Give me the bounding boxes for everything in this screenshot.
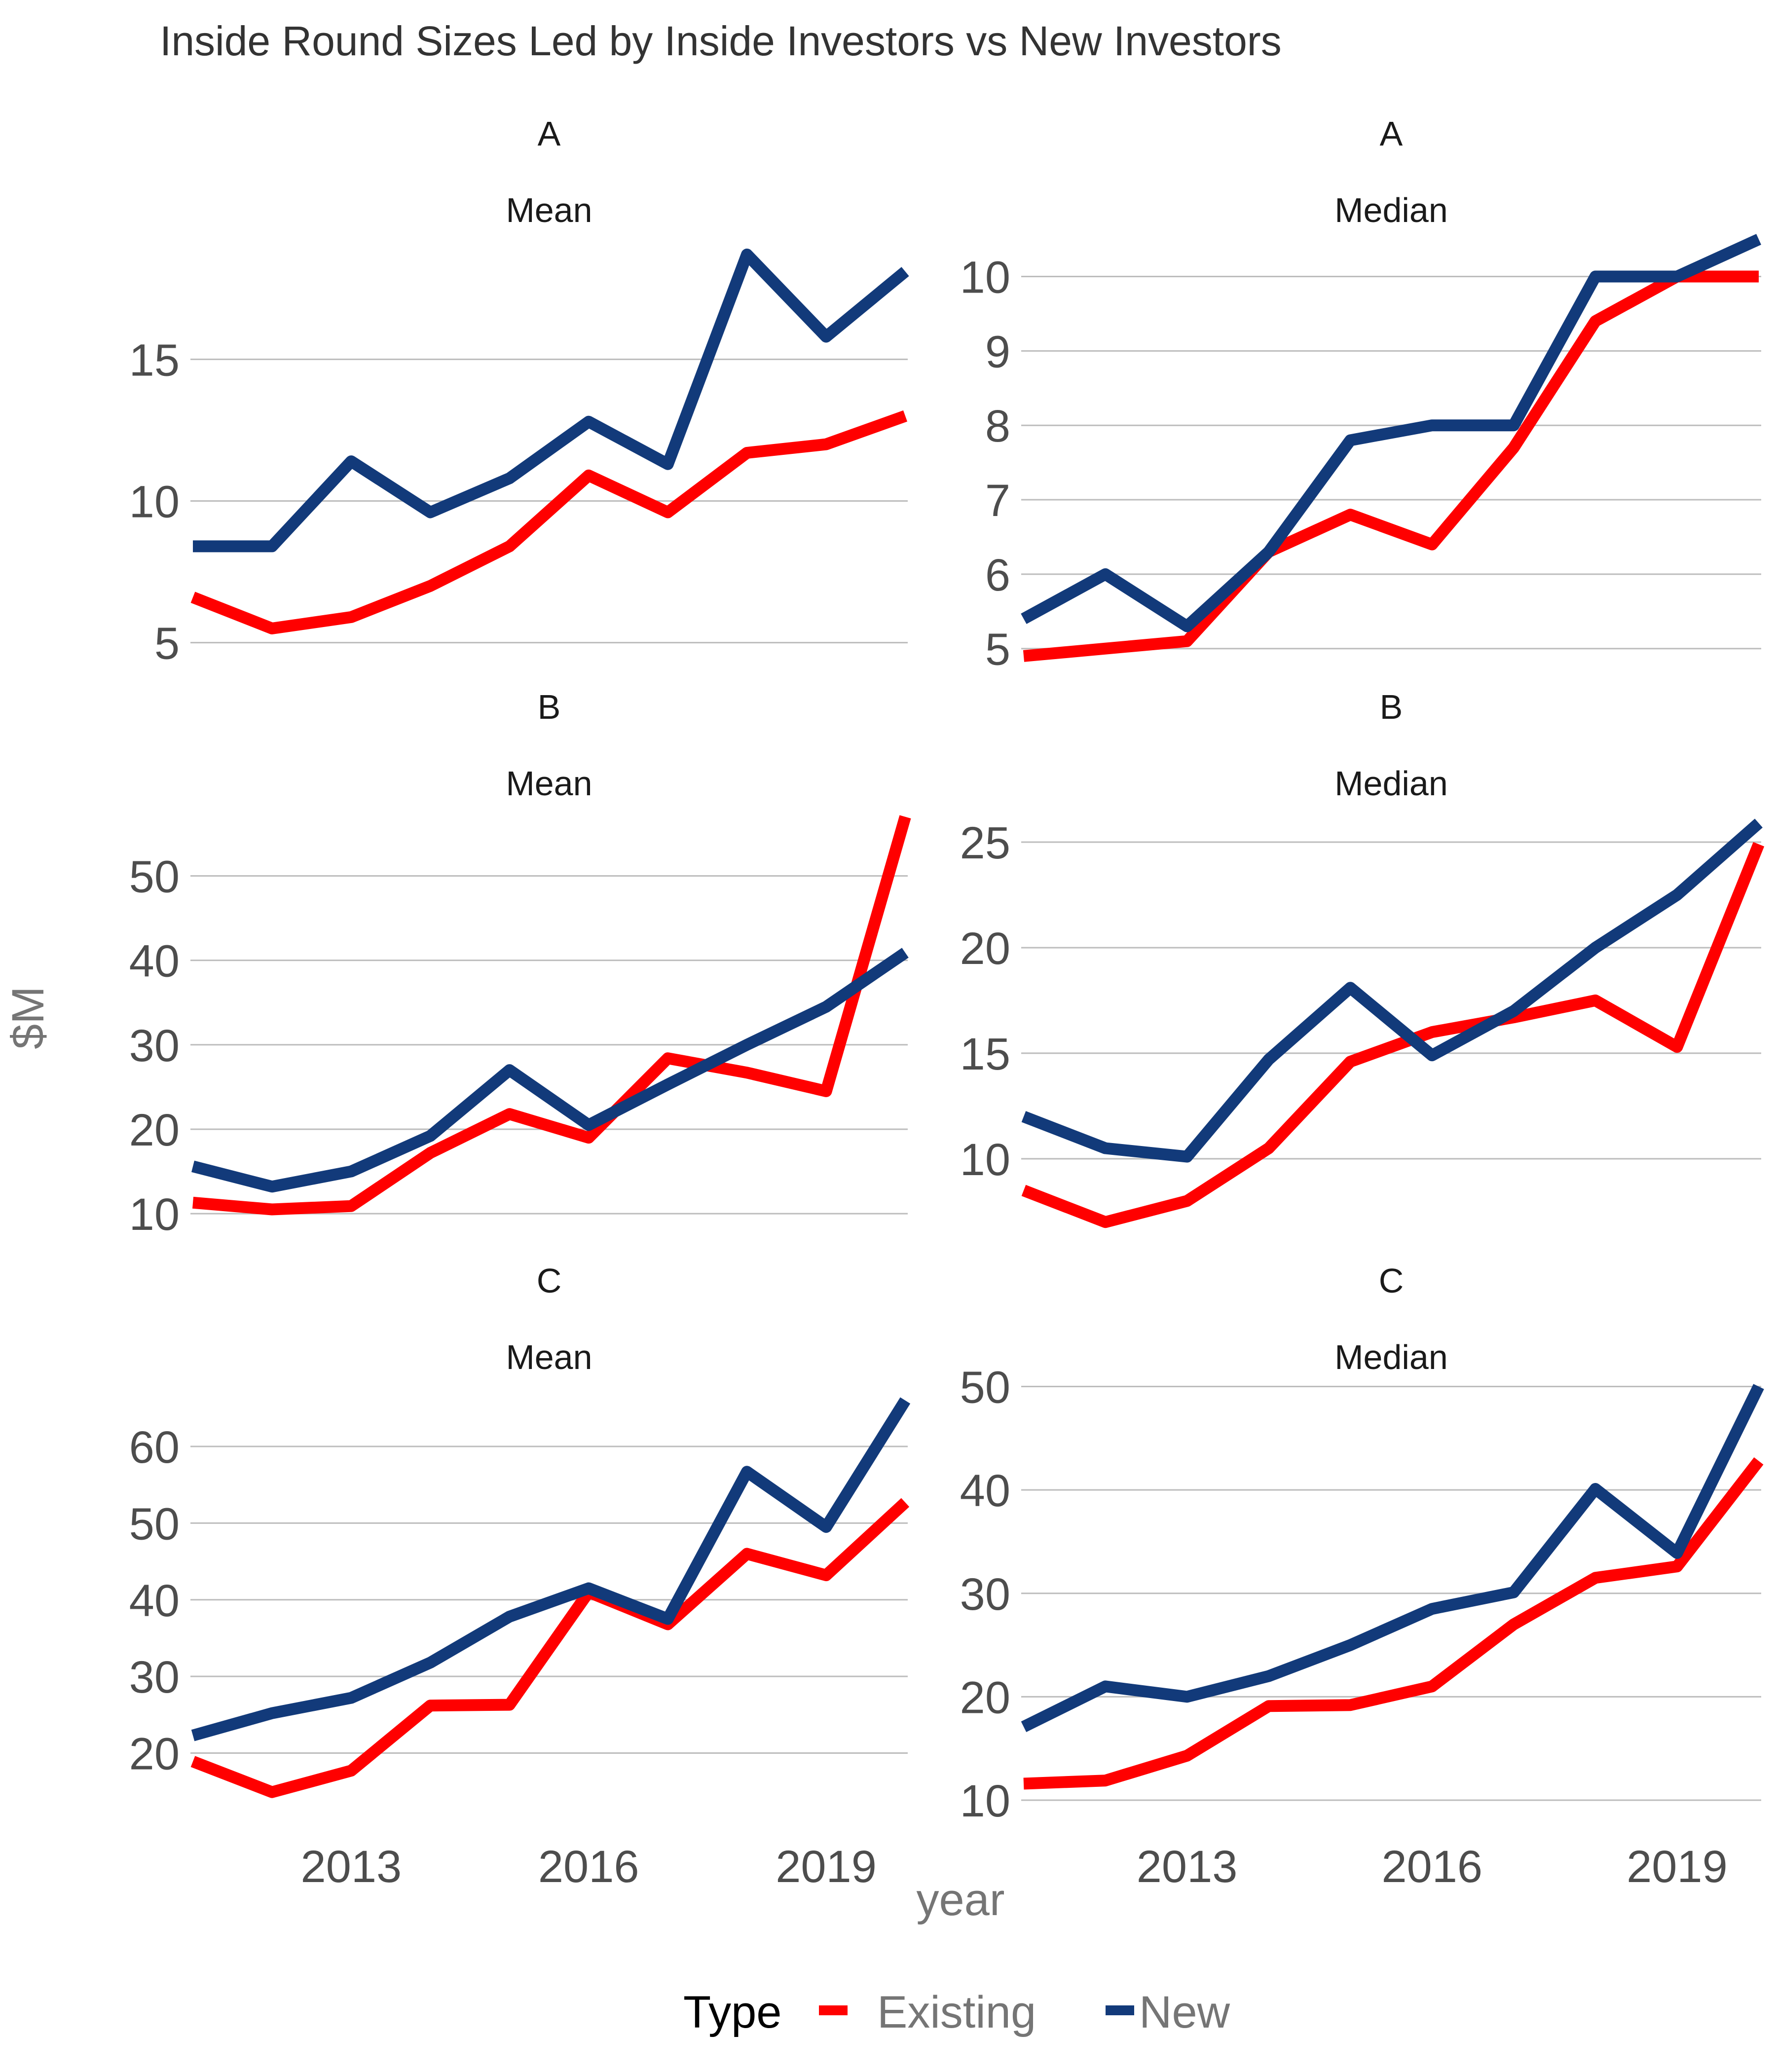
legend-label-new: New [1139,1987,1230,2037]
y-tick-label: 40 [960,1466,1010,1516]
y-tick-label: 10 [129,477,180,527]
legend-label-existing: Existing [877,1987,1036,2037]
y-tick-label: 50 [960,1362,1010,1412]
series-line-new [191,948,909,1193]
panel-row-label: A [1380,114,1403,153]
panel-stat-label: Mean [506,191,592,229]
panel-row-label: A [538,114,561,153]
panel-stat-label: Mean [506,1338,592,1376]
y-tick-label: 5 [985,625,1010,675]
panel-c-mean: C Mean 20 30 40 50 60 2013 2016 2019 [129,1261,911,1892]
panel-stat-label: Median [1334,1338,1448,1376]
series-line-existing [190,410,908,634]
panel-a-mean: A Mean 5 10 15 [129,114,909,669]
facet-grid: AMean51015AMedian5678910BMean1020304050B… [129,114,1765,1892]
panel-stat-label: Median [1334,191,1448,229]
series-line-existing [1023,1457,1764,1790]
y-tick-label: 50 [129,851,180,902]
y-tick-label: 9 [985,327,1010,377]
series-line-existing [192,815,911,1216]
series-line-new [1021,818,1763,1163]
y-axis-title: $M [3,986,53,1049]
series-line-existing [1021,842,1765,1228]
y-tick-label: 10 [960,1135,1010,1185]
y-tick-label: 8 [985,401,1010,451]
y-tick-label: 40 [129,1576,180,1626]
series-line-new [191,1397,911,1741]
y-tick-label: 10 [960,253,1010,303]
y-tick-label: 10 [960,1776,1010,1826]
x-tick-label: 2019 [776,1842,877,1892]
x-tick-label: 2013 [1137,1842,1238,1892]
panel-b-mean: B Mean 10 20 30 40 50 [129,688,911,1240]
y-tick-label: 40 [129,936,180,987]
x-tick-label: 2016 [538,1842,639,1892]
y-tick-label: 6 [985,550,1010,600]
x-tick-label: 2016 [1381,1842,1482,1892]
y-tick-label: 30 [960,1569,1010,1620]
x-tick-label: 2019 [1627,1842,1728,1892]
legend-key-existing [819,2005,848,2015]
y-tick-label: 15 [960,1029,1010,1079]
legend-title: Type [683,1987,781,2037]
y-tick-label: 30 [129,1021,180,1071]
legend: Type Existing New [683,1987,1230,2037]
legend-key-new [1106,2005,1134,2015]
y-tick-label: 20 [960,1672,1010,1723]
panel-row-label: B [1380,688,1403,726]
series-line-new [1021,1384,1764,1732]
y-tick-label: 15 [129,335,180,385]
panel-row-label: B [538,688,561,726]
x-tick-label: 2013 [301,1842,402,1892]
y-tick-label: 7 [985,476,1010,526]
x-axis-title: year [917,1875,1005,1925]
y-tick-label: 30 [129,1652,180,1702]
y-tick-label: 50 [129,1499,180,1549]
y-tick-label: 60 [129,1422,180,1473]
series-line-new [193,248,909,553]
panel-row-label: C [1379,1261,1404,1300]
panel-a-median: A Median 5 6 7 8 9 10 [960,114,1761,675]
series-line-new [1021,234,1761,632]
y-tick-label: 5 [154,619,180,669]
y-tick-label: 20 [129,1729,180,1779]
panel-b-median: B Median 10 15 20 25 [960,688,1765,1228]
panel-stat-label: Median [1334,764,1448,803]
y-tick-label: 20 [129,1105,180,1155]
panel-row-label: C [537,1261,562,1300]
y-tick-label: 10 [129,1189,180,1240]
series-line-existing [190,1498,910,1798]
panel-stat-label: Mean [506,764,592,803]
y-tick-label: 25 [960,818,1010,868]
y-tick-label: 20 [960,924,1010,974]
panel-c-median: C Median 10 20 30 40 50 2013 2016 2019 [960,1261,1764,1892]
series-line-existing [1023,270,1759,662]
chart-title: Inside Round Sizes Led by Inside Investo… [160,18,1282,64]
